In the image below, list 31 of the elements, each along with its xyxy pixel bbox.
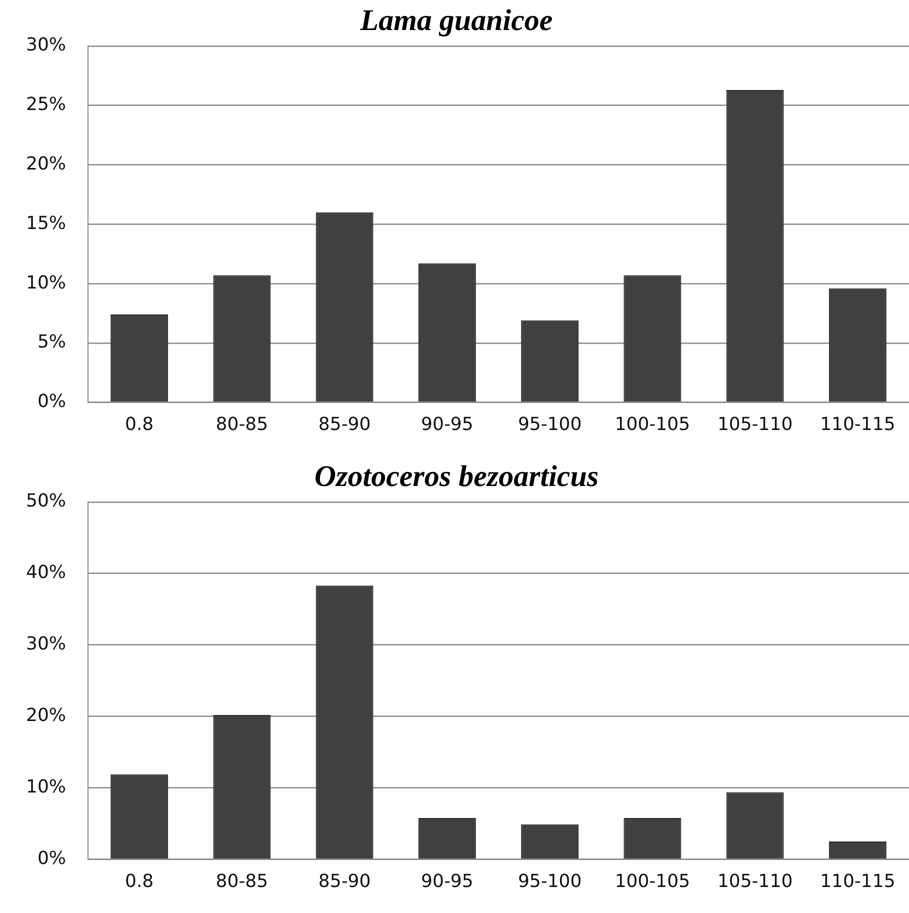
- x-tick-label: 90-95: [421, 870, 474, 892]
- x-tick-label: 90-95: [421, 414, 474, 435]
- y-tick-label: 20%: [26, 705, 66, 726]
- x-tick-label: 110-115: [820, 870, 896, 892]
- chart-title: Ozotoceros bezoarticus: [314, 460, 599, 493]
- y-tick-label: 15%: [26, 212, 66, 234]
- y-tick-label: 0%: [37, 848, 66, 870]
- y-tick-label: 50%: [26, 490, 66, 512]
- y-tick-label: 10%: [26, 776, 66, 798]
- x-tick-label: 95-100: [518, 870, 582, 892]
- x-tick-label: 0.8: [125, 870, 154, 892]
- chart-title: Lama guanicoe: [359, 4, 553, 37]
- x-tick-label: 105-110: [717, 870, 793, 892]
- x-tick-label: 85-90: [318, 870, 371, 892]
- x-tick-label: 110-115: [820, 414, 896, 435]
- x-tick-label: 100-105: [614, 870, 690, 892]
- x-tick-label: 85-90: [318, 414, 371, 435]
- y-tick-label: 20%: [26, 153, 66, 174]
- x-tick-label: 80-85: [216, 870, 268, 892]
- y-tick-label: 30%: [26, 34, 66, 56]
- y-tick-label: 5%: [37, 332, 66, 353]
- x-tick-label: 100-105: [614, 414, 690, 435]
- x-tick-label: 80-85: [216, 414, 268, 435]
- x-tick-label: 95-100: [518, 414, 582, 435]
- y-tick-label: 25%: [26, 94, 66, 116]
- y-tick-label: 40%: [26, 562, 66, 584]
- y-tick-label: 0%: [37, 391, 66, 412]
- x-tick-label: 0.8: [125, 414, 154, 435]
- y-tick-label: 10%: [26, 272, 66, 294]
- x-tick-label: 105-110: [717, 414, 793, 435]
- y-tick-label: 30%: [26, 634, 66, 655]
